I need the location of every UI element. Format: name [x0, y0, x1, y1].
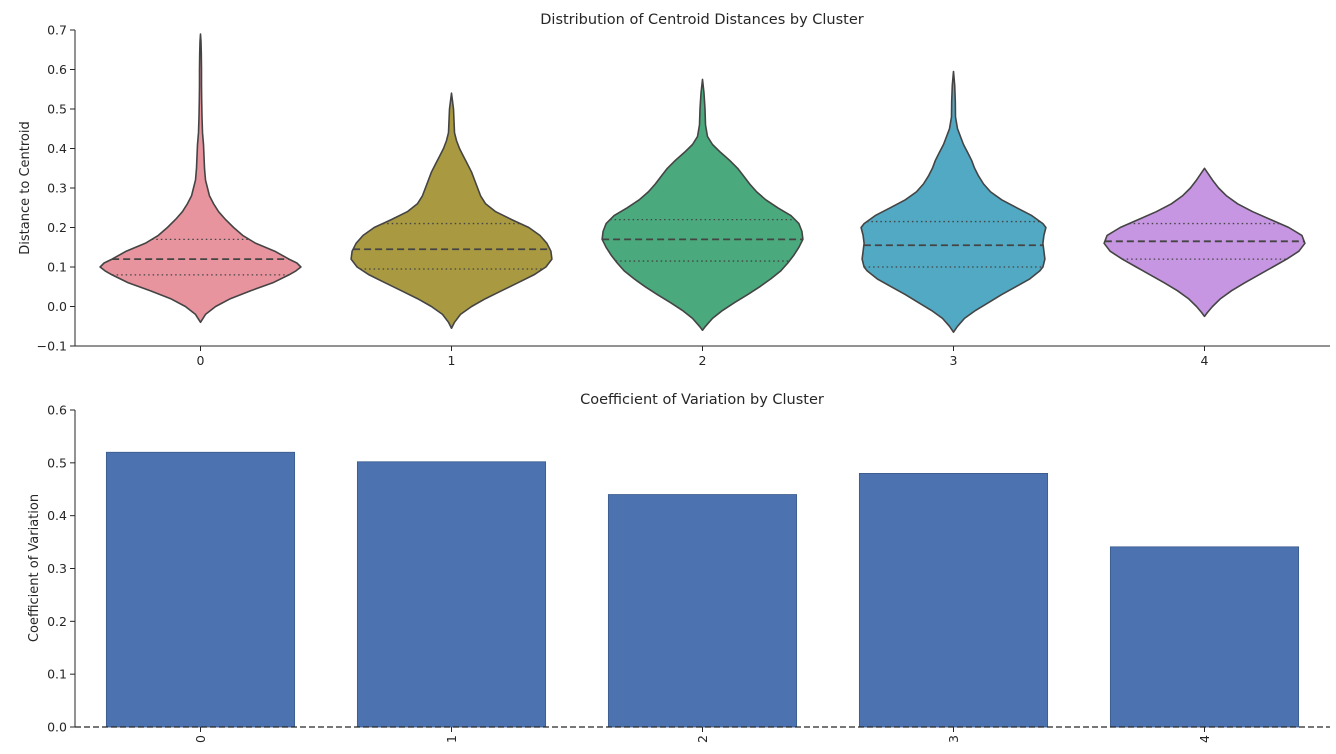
- violin-y-tick-label: 0.6: [47, 62, 67, 77]
- bar-y-tick-label: 0.4: [47, 508, 67, 523]
- violin-y-tick-label: −0.1: [37, 339, 67, 354]
- bar-y-tick-label: 0.1: [47, 667, 67, 682]
- bar-x-tick-label: 2: [695, 735, 710, 743]
- violin-y-tick-label: 0.5: [47, 102, 67, 117]
- violin-y-tick-label: 0.4: [47, 141, 67, 156]
- violin-body-3: [860, 70, 1047, 333]
- bar-y-tick-label: 0.0: [47, 720, 67, 735]
- violin-y-tick-label: 0.1: [47, 260, 67, 275]
- violin-body-1: [350, 92, 553, 329]
- violin-y-axis-label: Distance to Centroid: [18, 121, 33, 254]
- bar-y-ticks: 0.0 0.1 0.2 0.3 0.4 0.5 0.6: [47, 403, 75, 735]
- bar-y-tick-label: 0.5: [47, 455, 67, 470]
- bar-x-tick-label: 0: [193, 735, 208, 743]
- violin-x-tick-label: 1: [448, 353, 456, 368]
- bar-0: [105, 451, 296, 728]
- violin-x-tick-label: 4: [1201, 353, 1209, 368]
- violin-bodies: [99, 33, 1306, 333]
- violin-y-tick-label: 0.3: [47, 181, 67, 196]
- bar-1: [356, 461, 547, 728]
- bar-chart: Coefficient of Variation by Cluster Coef…: [27, 392, 1330, 743]
- violin-chart: Distribution of Centroid Distances by Cl…: [18, 12, 1330, 368]
- bar-2: [607, 494, 798, 728]
- violin-chart-title: Distribution of Centroid Distances by Cl…: [540, 12, 864, 28]
- bar-y-axis-label: Coefficient of Variation: [27, 494, 42, 642]
- bar-x-tick-label: 1: [444, 735, 459, 743]
- violin-body-0: [99, 33, 302, 324]
- bar-y-tick-label: 0.6: [47, 403, 67, 418]
- violin-x-ticks: 0 1 2 3 4: [197, 346, 1209, 368]
- bar-3: [858, 472, 1049, 728]
- bar-y-tick-label: 0.2: [47, 614, 67, 629]
- violin-x-tick-label: 3: [950, 353, 958, 368]
- bar-x-tick-label: 4: [1197, 735, 1212, 743]
- bar-x-ticks: 0 1 2 3 4: [193, 727, 1212, 743]
- bar-chart-title: Coefficient of Variation by Cluster: [580, 392, 824, 408]
- violin-y-tick-label: 0.2: [47, 220, 67, 235]
- bar-y-tick-label: 0.3: [47, 561, 67, 576]
- violin-y-ticks: −0.1 0.0 0.1 0.2 0.3 0.4 0.5 0.6 0.7: [37, 23, 75, 354]
- violin-y-tick-label: 0.0: [47, 299, 67, 314]
- violin-x-tick-label: 0: [197, 353, 205, 368]
- violin-body-4: [1103, 167, 1306, 318]
- bar-x-tick-label: 3: [946, 735, 961, 743]
- bar-bars: [105, 451, 1300, 728]
- violin-body-2: [601, 78, 804, 331]
- violin-y-tick-label: 0.7: [47, 23, 67, 38]
- violin-x-tick-label: 2: [699, 353, 707, 368]
- bar-4: [1109, 546, 1300, 728]
